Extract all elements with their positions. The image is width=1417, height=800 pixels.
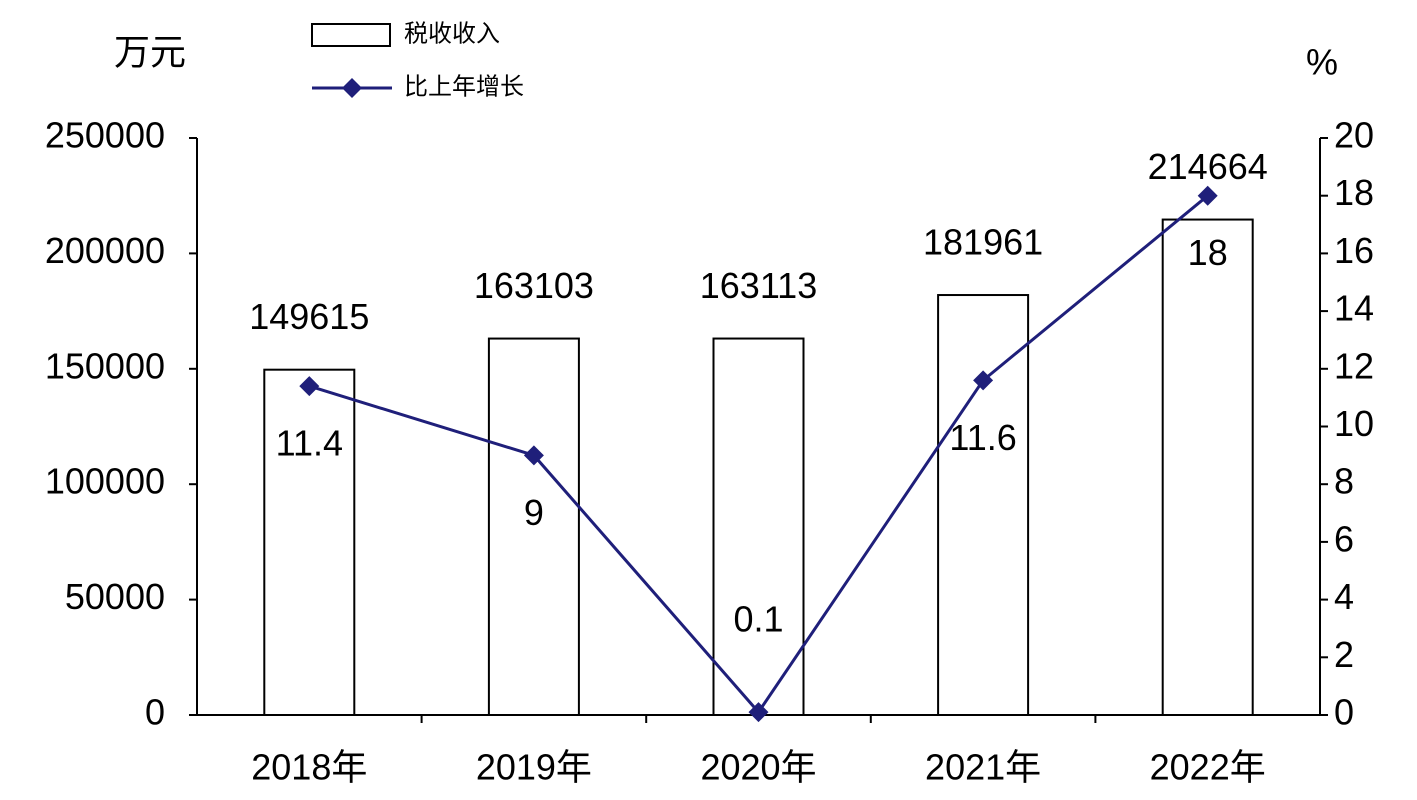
y2-tick-label: 12 bbox=[1334, 345, 1374, 386]
x-tick-label: 2019年 bbox=[476, 747, 592, 788]
line-marker bbox=[748, 702, 769, 723]
y-tick-label: 150000 bbox=[45, 345, 165, 386]
bar bbox=[1161, 218, 1254, 716]
bar bbox=[487, 337, 580, 716]
bar-value-label: 214664 bbox=[1148, 146, 1268, 187]
legend-marker bbox=[342, 78, 362, 98]
x-tick-label: 2020年 bbox=[700, 747, 816, 788]
y2-tick-label: 8 bbox=[1334, 461, 1354, 502]
line-value-label: 0.1 bbox=[733, 599, 783, 640]
line-marker bbox=[523, 445, 544, 466]
line-value-label: 11.6 bbox=[949, 417, 1016, 458]
line-value-label: 9 bbox=[524, 492, 544, 533]
bar-value-label: 163103 bbox=[474, 265, 594, 306]
line-marker bbox=[1197, 185, 1218, 206]
y2-tick-label: 14 bbox=[1334, 288, 1374, 329]
bar-value-label: 149615 bbox=[249, 296, 369, 337]
legend-label: 税收收入 bbox=[404, 20, 500, 47]
x-tick-label: 2018年 bbox=[251, 747, 367, 788]
y2-tick-label: 20 bbox=[1334, 115, 1374, 156]
y-tick-label: 50000 bbox=[65, 576, 165, 617]
y2-tick-label: 2 bbox=[1334, 634, 1354, 675]
legend-swatch bbox=[311, 23, 391, 47]
y2-axis-label: % bbox=[1306, 42, 1338, 83]
x-tick-label: 2022年 bbox=[1150, 747, 1266, 788]
y2-tick-label: 16 bbox=[1334, 230, 1374, 271]
y-axis-label: 万元 bbox=[114, 32, 186, 73]
bar-value-label: 163113 bbox=[700, 265, 817, 306]
line-marker bbox=[973, 370, 994, 391]
bar-value-label: 181961 bbox=[923, 222, 1043, 263]
bar bbox=[937, 294, 1030, 716]
line-marker bbox=[299, 376, 320, 397]
bar bbox=[263, 368, 356, 716]
y-tick-label: 200000 bbox=[45, 230, 165, 271]
y-tick-label: 100000 bbox=[45, 461, 165, 502]
legend-label: 比上年增长 bbox=[404, 73, 524, 100]
y-tick-label: 250000 bbox=[45, 115, 165, 156]
bar bbox=[712, 337, 805, 716]
y-tick-label: 0 bbox=[145, 692, 165, 733]
x-tick-label: 2021年 bbox=[925, 747, 1041, 788]
y2-tick-label: 4 bbox=[1334, 576, 1354, 617]
y2-tick-label: 6 bbox=[1334, 518, 1354, 559]
y2-tick-label: 0 bbox=[1334, 692, 1354, 733]
line-value-label: 11.4 bbox=[276, 423, 343, 464]
y2-tick-label: 18 bbox=[1334, 172, 1374, 213]
y2-tick-label: 10 bbox=[1334, 403, 1374, 444]
line-value-label: 18 bbox=[1188, 232, 1228, 273]
